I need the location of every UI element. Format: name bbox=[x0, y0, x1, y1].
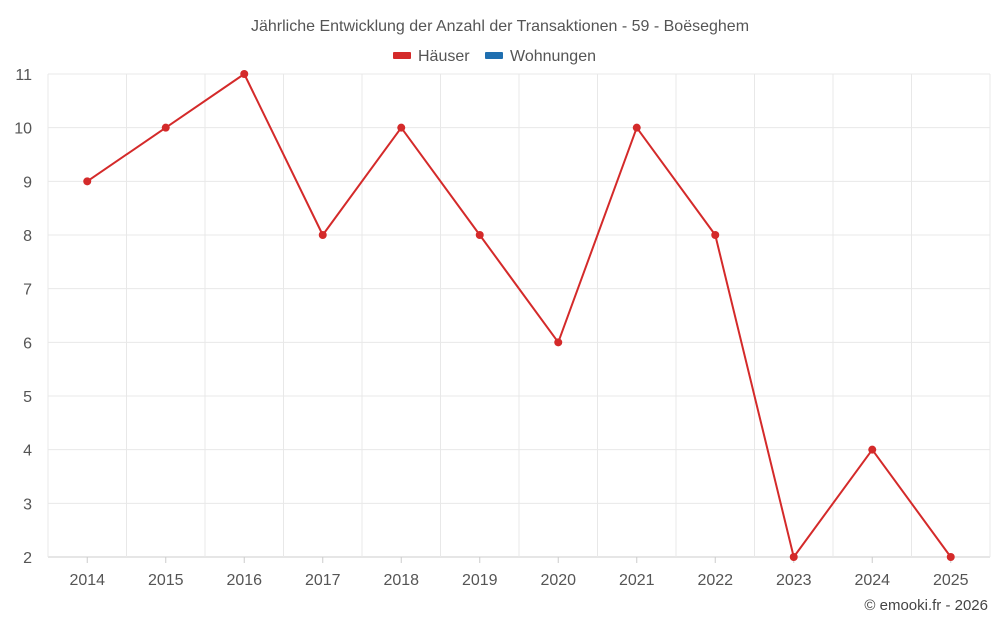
data-point[interactable] bbox=[554, 338, 563, 347]
x-tick-label: 2019 bbox=[462, 572, 498, 589]
x-tick-label: 2022 bbox=[697, 572, 733, 589]
y-tick-label: 3 bbox=[23, 496, 32, 513]
data-point[interactable] bbox=[868, 445, 877, 454]
x-tick-label: 2025 bbox=[933, 572, 969, 589]
x-tick-label: 2015 bbox=[148, 572, 184, 589]
legend: Häuser Wohnungen bbox=[393, 48, 596, 65]
y-tick-label: 10 bbox=[14, 121, 32, 138]
data-point[interactable] bbox=[475, 231, 484, 239]
x-tick-label: 2017 bbox=[305, 572, 341, 589]
y-tick-label: 11 bbox=[15, 67, 32, 84]
data-point[interactable] bbox=[632, 123, 641, 132]
series-haeuser bbox=[83, 70, 955, 561]
y-tick-label: 7 bbox=[23, 282, 32, 299]
y-tick-label: 4 bbox=[23, 443, 32, 460]
x-tick-label: 2021 bbox=[619, 572, 655, 589]
y-tick-label: 5 bbox=[23, 389, 32, 406]
y-tick-label: 8 bbox=[23, 228, 32, 245]
legend-item-wohnungen[interactable]: Wohnungen bbox=[485, 48, 596, 65]
y-tick-label: 9 bbox=[23, 174, 32, 191]
data-point[interactable] bbox=[711, 231, 720, 239]
data-point[interactable] bbox=[318, 231, 327, 239]
x-tick-label: 2020 bbox=[540, 572, 576, 589]
series-line bbox=[86, 73, 952, 558]
x-tick-label: 2016 bbox=[226, 572, 262, 589]
x-tick-label: 2023 bbox=[776, 572, 812, 589]
y-tick-label: 6 bbox=[23, 335, 32, 352]
x-tick-label: 2014 bbox=[69, 572, 105, 589]
data-point[interactable] bbox=[946, 553, 955, 561]
data-point[interactable] bbox=[397, 123, 406, 132]
data-point[interactable] bbox=[789, 553, 798, 561]
x-tick-label: 2024 bbox=[854, 572, 890, 589]
legend-swatch-haeuser bbox=[393, 52, 411, 59]
data-point[interactable] bbox=[161, 123, 170, 132]
axes: 2 3 4 5 6 7 8 9 10 11 2014 2015 2016 2017 2018 2019 2020… bbox=[14, 67, 968, 589]
legend-swatch-wohnungen bbox=[485, 52, 503, 59]
chart-title: Jährliche Entwicklung der Anzahl der Tra… bbox=[251, 18, 749, 35]
y-tick-label: 2 bbox=[23, 550, 32, 567]
legend-item-haeuser[interactable]: Häuser bbox=[393, 48, 470, 65]
legend-label-wohnungen: Wohnungen bbox=[510, 48, 596, 65]
x-tick-label: 2018 bbox=[383, 572, 419, 589]
credit-text: © emooki.fr - 2026 bbox=[864, 597, 988, 614]
legend-label-haeuser: Häuser bbox=[418, 48, 470, 65]
grid bbox=[47, 73, 991, 558]
data-point[interactable] bbox=[83, 177, 92, 186]
data-point[interactable] bbox=[240, 70, 249, 78]
